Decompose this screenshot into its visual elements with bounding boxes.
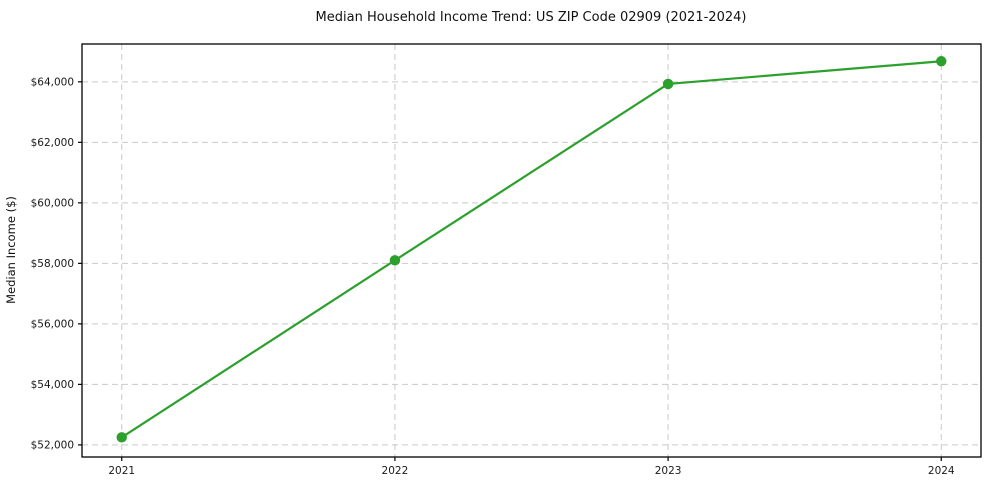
x-tick-label: 2023 <box>655 465 682 477</box>
data-point <box>389 255 401 266</box>
data-point <box>936 56 947 67</box>
y-tick-label: $56,000 <box>31 318 74 330</box>
income-trend-line <box>120 60 943 439</box>
y-axis-label: Median Income ($) <box>4 196 18 304</box>
y-tick-label: $60,000 <box>31 197 74 209</box>
y-tick-label: $54,000 <box>31 379 74 391</box>
plot-border <box>81 43 982 458</box>
data-point <box>662 78 674 90</box>
y-tick-label: $64,000 <box>31 76 74 88</box>
data-point <box>116 432 127 443</box>
y-tick-label: $62,000 <box>31 137 74 149</box>
y-tick-label: $58,000 <box>31 258 74 270</box>
chart-title: Median Household Income Trend: US ZIP Co… <box>316 10 747 25</box>
x-tick-label: 2021 <box>108 465 135 477</box>
y-tick-label: $52,000 <box>31 439 74 451</box>
plot-area: $52,000 $54,000 $56,000 $58,000 $60,000 $62,0… <box>31 43 982 477</box>
x-tick-label: 2024 <box>928 465 955 477</box>
x-tick-label: 2022 <box>382 465 409 477</box>
